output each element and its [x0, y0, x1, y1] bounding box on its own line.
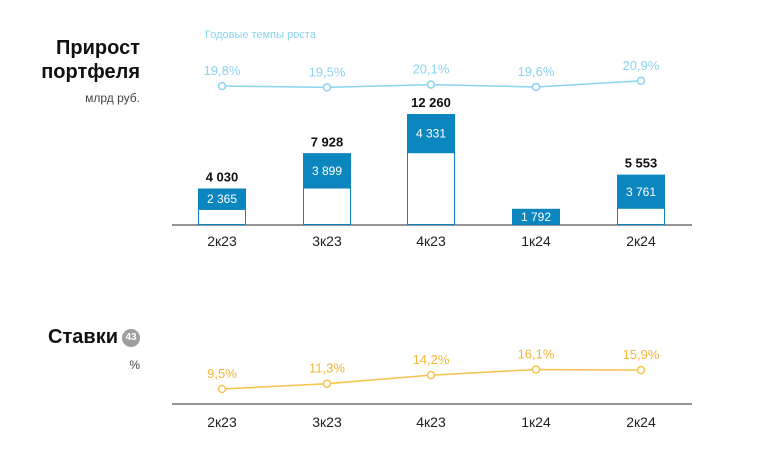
bar-total-label-0: 4 030 — [206, 170, 239, 185]
growth-rate-label-3: 19,6% — [518, 64, 555, 79]
bar-category-label-2: 4к23 — [416, 233, 446, 249]
bar-category-label-1: 3к23 — [312, 233, 342, 249]
rates-label-4: 15,9% — [623, 347, 660, 362]
bar-increment-2 — [407, 114, 455, 154]
rates-title: Ставки — [48, 326, 118, 348]
rates-category-label-2: 4к23 — [416, 414, 446, 430]
bar-increment-1 — [303, 153, 351, 189]
bar-category-label-3: 1к24 — [521, 233, 551, 249]
bar-category-label-0: 2к23 — [207, 233, 237, 249]
bar-increment-label-0: 2 365 — [207, 192, 237, 206]
portfolio-title-line2: портфеля — [41, 61, 140, 83]
rates-unit: % — [129, 358, 140, 372]
rates-category-label-1: 3к23 — [312, 414, 342, 430]
rates-label-2: 14,2% — [413, 352, 450, 367]
bar-increment-0 — [198, 188, 246, 210]
bar-increment-label-1: 3 899 — [312, 164, 342, 178]
bar-increment-3 — [512, 208, 560, 225]
bar-total-label-2: 12 260 — [411, 95, 451, 110]
rates-category-label-3: 1к24 — [521, 414, 551, 430]
rates-category-label-4: 2к24 — [626, 414, 656, 430]
footnote-badge: 43 — [122, 328, 140, 347]
bar-increment-4 — [617, 174, 665, 209]
rates-category-label-0: 2к23 — [207, 414, 237, 430]
growth-rate-point-1 — [322, 83, 332, 92]
growth-rate-label-4: 20,9% — [623, 58, 660, 73]
portfolio-title-line1: Прирост — [56, 37, 140, 59]
bar-category-label-4: 2к24 — [626, 233, 656, 249]
rates-label-0: 9,5% — [207, 366, 237, 381]
growth-note: Годовые темпы роста — [205, 29, 316, 41]
growth-rate-point-2 — [426, 80, 436, 89]
rates-title-group: Ставки 43 — [48, 326, 140, 349]
growth-rate-label-0: 19,8% — [204, 63, 241, 78]
bar-total-label-1: 7 928 — [311, 134, 344, 149]
bar-increment-label-4: 3 761 — [626, 185, 656, 199]
growth-rate-label-1: 19,5% — [309, 64, 346, 79]
rates-point-4 — [636, 365, 646, 375]
rates-point-0 — [217, 384, 227, 394]
portfolio-unit: млрд руб. — [85, 91, 140, 105]
rates-point-2 — [426, 370, 436, 380]
bar-total-label-4: 5 553 — [625, 156, 658, 171]
growth-rate-point-3 — [531, 82, 541, 92]
rates-point-1 — [322, 379, 332, 388]
bar-increment-label-2: 4 331 — [416, 127, 446, 141]
rates-label-3: 16,1% — [518, 347, 555, 362]
growth-rate-point-0 — [217, 81, 227, 91]
growth-rate-point-4 — [636, 76, 646, 86]
rates-label-1: 11,3% — [309, 361, 345, 376]
growth-rate-label-2: 20,1% — [413, 62, 450, 77]
bar-increment-label-3: 1 792 — [521, 210, 551, 224]
rates-point-3 — [531, 365, 541, 374]
